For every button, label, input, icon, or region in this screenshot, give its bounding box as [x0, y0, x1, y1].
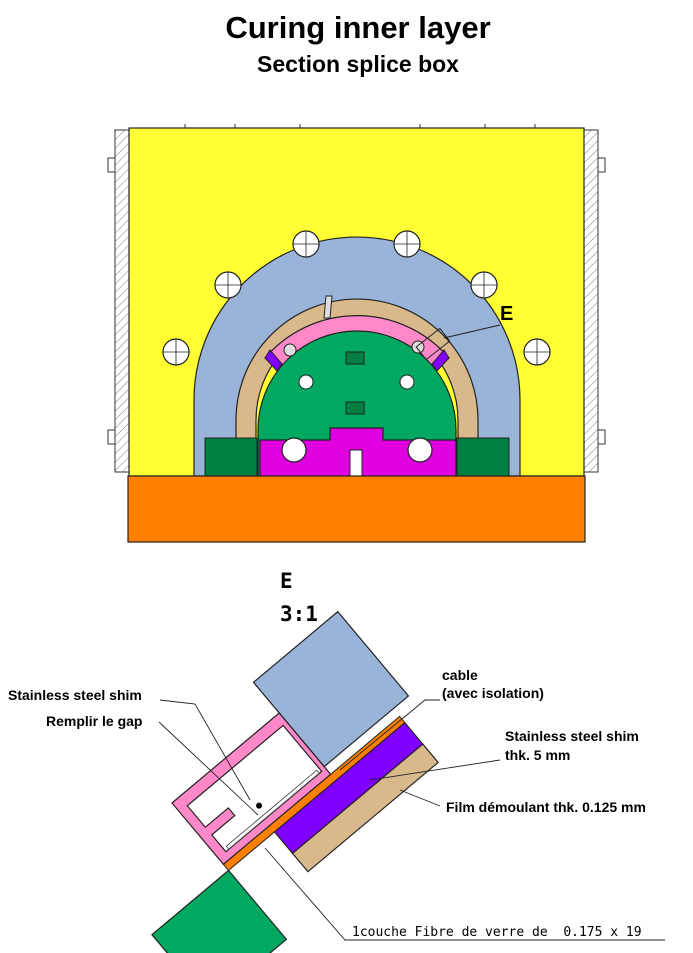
leader-glass-fibre	[264, 847, 665, 941]
detail-e-marker: E	[500, 303, 513, 325]
detail-e-box	[415, 327, 451, 361]
label-film: Film démoulant thk. 0.125 mm	[446, 799, 646, 815]
label-glass-fibre: 1couche Fibre de verre de 0.175 x 19	[352, 925, 642, 940]
left-green-pad	[204, 437, 258, 477]
label-cable-isolation: (avec isolation)	[442, 685, 544, 701]
label-cable: cable	[442, 667, 478, 683]
page-title: Curing inner layer	[225, 10, 490, 45]
screw	[411, 340, 425, 354]
label-shim-right: Stainless steel shim	[505, 728, 639, 744]
section-view: E	[107, 124, 606, 543]
bolt-tab	[107, 429, 116, 445]
detail-e-leader	[443, 324, 501, 339]
label-shim-top: Stainless steel shim	[8, 687, 142, 703]
base-bolt	[281, 437, 307, 463]
core-bolt	[298, 374, 314, 390]
detail-dot	[256, 802, 263, 809]
screw	[283, 343, 297, 357]
leader-shim-top	[159, 699, 251, 801]
right-side-plate	[583, 129, 599, 473]
alignment-pin	[323, 295, 333, 319]
purple-strip-right	[431, 349, 450, 372]
detail-scale: 3:1	[280, 602, 318, 626]
bolt-tab	[597, 157, 606, 173]
bolt-tab	[107, 157, 116, 173]
right-green-pad	[456, 437, 510, 477]
detail-name: E	[280, 569, 293, 593]
core-key-mid	[345, 401, 365, 415]
orange-base-plate	[127, 475, 586, 543]
purple-strip-left	[264, 349, 283, 372]
left-side-plate	[114, 129, 130, 473]
bolt-tab	[597, 429, 606, 445]
leader-shim-right	[369, 759, 501, 781]
leader-fill-gap	[158, 721, 259, 816]
page-subtitle: Section splice box	[257, 51, 459, 77]
core-bolt	[399, 374, 415, 390]
leader-cable	[339, 699, 440, 771]
label-shim-thickness: thk. 5 mm	[505, 747, 570, 763]
detail-inner-shim	[225, 769, 320, 850]
base-bolt	[407, 437, 433, 463]
label-fill-gap: Remplir le gap	[46, 713, 142, 729]
detail-view-e: Stainless steel shim Remplir le gap cabl…	[8, 610, 665, 953]
detail-green-block	[151, 869, 288, 953]
core-key-top	[345, 351, 365, 365]
leader-film	[399, 789, 441, 807]
detail-cable-cavity	[186, 724, 323, 853]
